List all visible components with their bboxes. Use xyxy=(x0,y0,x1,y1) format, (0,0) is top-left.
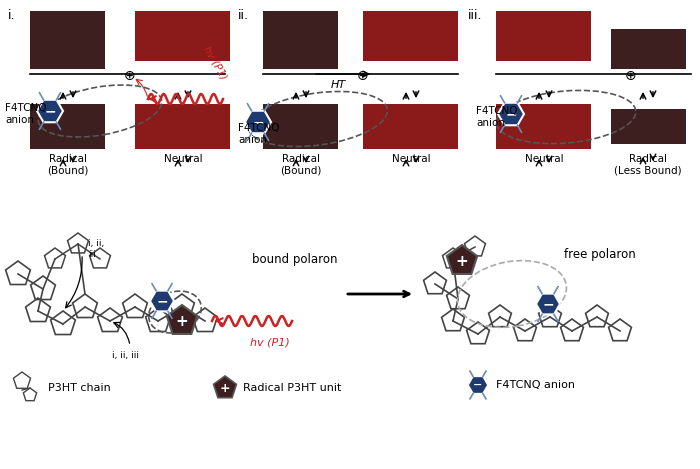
Text: hv (P1): hv (P1) xyxy=(250,337,290,347)
Text: Radical
(Less Bound): Radical (Less Bound) xyxy=(614,154,682,175)
Text: ⊕: ⊕ xyxy=(124,69,136,83)
Polygon shape xyxy=(468,376,488,393)
Text: ⊕: ⊕ xyxy=(625,69,637,83)
Text: HT: HT xyxy=(330,80,346,90)
Bar xyxy=(611,29,686,69)
Bar xyxy=(611,109,686,144)
Text: i, ii, iii: i, ii, iii xyxy=(111,351,139,360)
Bar xyxy=(135,104,230,149)
Bar xyxy=(263,11,338,69)
Polygon shape xyxy=(536,294,560,314)
Text: Neutral: Neutral xyxy=(525,154,564,164)
Text: F4TCNQ
anion: F4TCNQ anion xyxy=(476,106,517,128)
Text: −: − xyxy=(505,107,517,121)
Text: i.: i. xyxy=(8,9,15,22)
Polygon shape xyxy=(150,291,174,311)
Bar xyxy=(135,11,230,61)
Text: −: − xyxy=(473,380,483,390)
Text: free polaron: free polaron xyxy=(564,248,636,260)
Text: −: − xyxy=(542,297,554,311)
Bar xyxy=(496,11,591,61)
Text: −: − xyxy=(252,115,264,129)
Polygon shape xyxy=(214,376,237,398)
Polygon shape xyxy=(245,111,271,133)
Text: ii.: ii. xyxy=(238,9,249,22)
Bar xyxy=(30,11,105,69)
Text: iii.: iii. xyxy=(468,9,482,22)
Polygon shape xyxy=(37,100,63,122)
Polygon shape xyxy=(167,305,197,334)
Text: hv (P1): hv (P1) xyxy=(202,44,228,81)
Bar xyxy=(363,11,458,61)
Text: Radical
(Bound): Radical (Bound) xyxy=(280,154,322,175)
Text: Neutral: Neutral xyxy=(164,154,202,164)
Text: +: + xyxy=(220,381,230,394)
Text: Radical P3HT unit: Radical P3HT unit xyxy=(243,383,342,393)
Text: F4TCNQ
anion: F4TCNQ anion xyxy=(238,123,279,145)
Text: F4TCNQ
anion: F4TCNQ anion xyxy=(5,103,46,125)
Text: ⊕: ⊕ xyxy=(357,69,369,83)
Text: +: + xyxy=(176,313,188,328)
Text: bound polaron: bound polaron xyxy=(252,252,337,265)
Text: Neutral: Neutral xyxy=(392,154,430,164)
Bar xyxy=(263,104,338,149)
Bar xyxy=(496,104,591,149)
Text: −: − xyxy=(44,104,56,118)
Text: +: + xyxy=(456,254,468,268)
Text: i, ii,
iii: i, ii, iii xyxy=(88,239,104,259)
Text: Radical
(Bound): Radical (Bound) xyxy=(48,154,89,175)
Bar xyxy=(363,104,458,149)
Text: −: − xyxy=(156,294,168,308)
Text: F4TCNQ anion: F4TCNQ anion xyxy=(496,380,575,390)
Text: P3HT chain: P3HT chain xyxy=(48,383,111,393)
Bar xyxy=(30,104,105,149)
Polygon shape xyxy=(498,103,524,125)
Polygon shape xyxy=(447,245,477,274)
